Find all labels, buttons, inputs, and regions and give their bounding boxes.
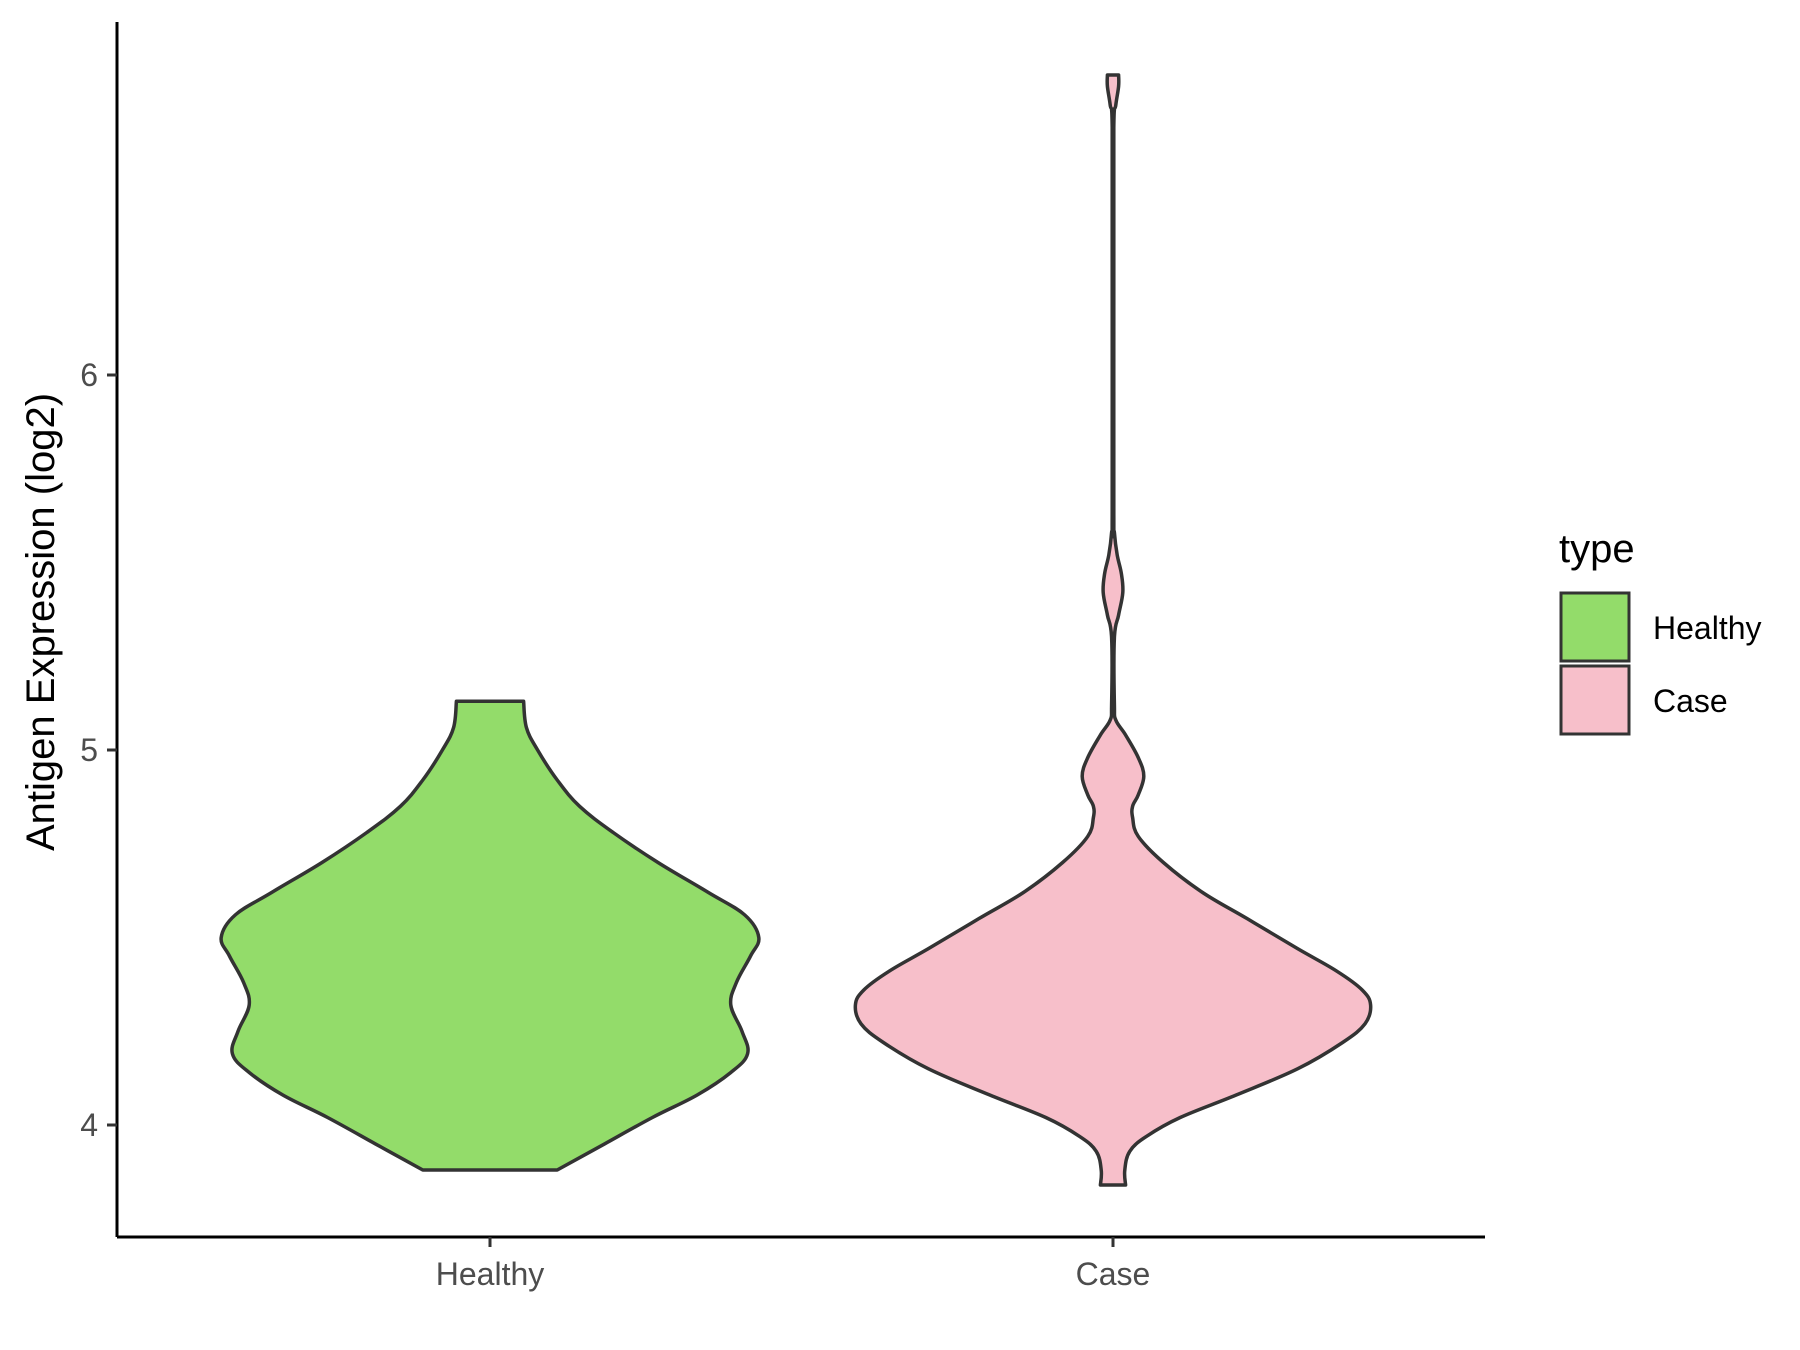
y-tick-6: 6 bbox=[80, 357, 117, 393]
y-tick-5: 5 bbox=[80, 732, 117, 768]
y-tick-label: 5 bbox=[80, 732, 98, 768]
legend-entry-healthy: Healthy bbox=[1559, 591, 1762, 663]
violin-layer bbox=[219, 73, 1373, 1187]
legend-swatch-case bbox=[1559, 664, 1631, 736]
legend-swatch-healthy bbox=[1559, 591, 1631, 663]
y-tick-label: 6 bbox=[80, 357, 98, 393]
legend: type Healthy Case bbox=[1559, 527, 1762, 736]
x-tick-case: Case bbox=[1076, 1237, 1151, 1292]
x-tick-label: Case bbox=[1076, 1256, 1151, 1292]
y-tick-label: 4 bbox=[80, 1107, 98, 1143]
legend-label: Case bbox=[1653, 683, 1728, 719]
x-tick-healthy: Healthy bbox=[436, 1237, 545, 1292]
violin-case bbox=[853, 73, 1373, 1187]
y-tick-4: 4 bbox=[80, 1107, 117, 1143]
legend-label: Healthy bbox=[1653, 610, 1762, 646]
y-axis-title: Antigen Expression (log2) bbox=[19, 393, 63, 851]
legend-entry-case: Case bbox=[1559, 664, 1728, 736]
legend-title: type bbox=[1559, 527, 1635, 571]
x-tick-label: Healthy bbox=[436, 1256, 545, 1292]
violin-healthy bbox=[219, 699, 761, 1172]
